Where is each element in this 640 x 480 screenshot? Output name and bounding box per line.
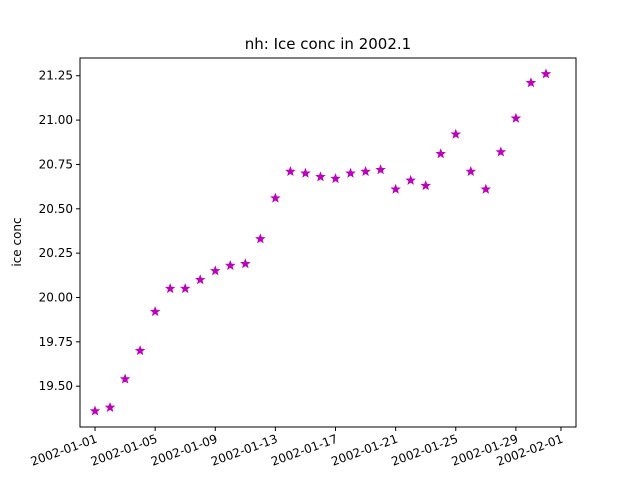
data-point-2002-01-27 (480, 183, 492, 194)
data-point-2002-01-03 (119, 373, 131, 384)
y-tick-label: 20.25 (39, 246, 73, 260)
data-point-2002-01-11 (240, 258, 251, 269)
y-tick-label: 20.50 (39, 202, 73, 216)
x-tick-label: 2002-01-05 (89, 432, 159, 469)
data-point-2002-01-17 (330, 173, 341, 184)
y-axis: 19.50 19.75 20.00 20.25 20.50 20.75 21.00 21.25 (39, 69, 80, 393)
data-point-2002-01-16 (315, 171, 326, 182)
data-point-2002-01-02 (104, 401, 116, 412)
data-point-2002-01-14 (285, 166, 296, 176)
x-axis: 2002-01-012002-01-052002-01-092002-01-13… (29, 427, 565, 469)
y-tick-label: 19.75 (39, 335, 73, 349)
data-point-2002-01-18 (345, 167, 356, 178)
data-point-2002-01-12 (255, 233, 266, 244)
data-point-2002-01-13 (270, 192, 281, 203)
x-tick-label: 2002-01-09 (149, 432, 219, 469)
x-tick-label: 2002-01-21 (329, 432, 399, 469)
data-point-2002-01-05 (149, 306, 161, 317)
y-tick-label: 19.50 (39, 379, 73, 393)
data-points (89, 68, 552, 416)
data-point-2002-01-15 (300, 167, 311, 178)
data-point-2002-01-09 (210, 265, 221, 276)
x-tick-label: 2002-01-13 (209, 432, 279, 469)
data-point-2002-01-19 (360, 166, 371, 176)
y-tick-label: 21.25 (39, 69, 73, 83)
data-point-2002-01-25 (450, 128, 461, 139)
data-point-2002-01-06 (164, 283, 176, 294)
data-point-2002-01-28 (495, 146, 507, 157)
data-point-2002-01-29 (510, 112, 522, 123)
y-axis-label: ice conc (10, 217, 24, 266)
x-tick-label: 2002-01-25 (389, 432, 459, 469)
data-point-2002-01-10 (225, 260, 236, 271)
data-point-2002-01-01 (89, 405, 101, 416)
y-tick-label: 20.00 (39, 290, 73, 304)
y-tick-label: 21.00 (39, 113, 73, 127)
data-point-2002-01-22 (405, 174, 416, 185)
x-tick-label: 2002-01-01 (29, 432, 99, 469)
data-point-2002-01-08 (195, 274, 206, 285)
data-point-2002-01-23 (420, 180, 431, 191)
data-point-2002-01-21 (390, 183, 401, 194)
data-point-2002-01-04 (134, 345, 146, 356)
plot-area (79, 57, 577, 428)
data-point-2002-01-26 (465, 166, 477, 176)
data-point-2002-01-24 (435, 148, 446, 159)
data-point-2002-01-20 (375, 164, 386, 175)
data-point-2002-01-07 (179, 283, 191, 294)
y-tick-label: 20.75 (39, 157, 73, 171)
data-point-2002-01-31 (540, 68, 552, 79)
chart-title: nh: Ice conc in 2002.1 (245, 35, 411, 53)
x-tick-label: 2002-01-17 (269, 432, 339, 469)
data-point-2002-01-30 (525, 77, 537, 88)
